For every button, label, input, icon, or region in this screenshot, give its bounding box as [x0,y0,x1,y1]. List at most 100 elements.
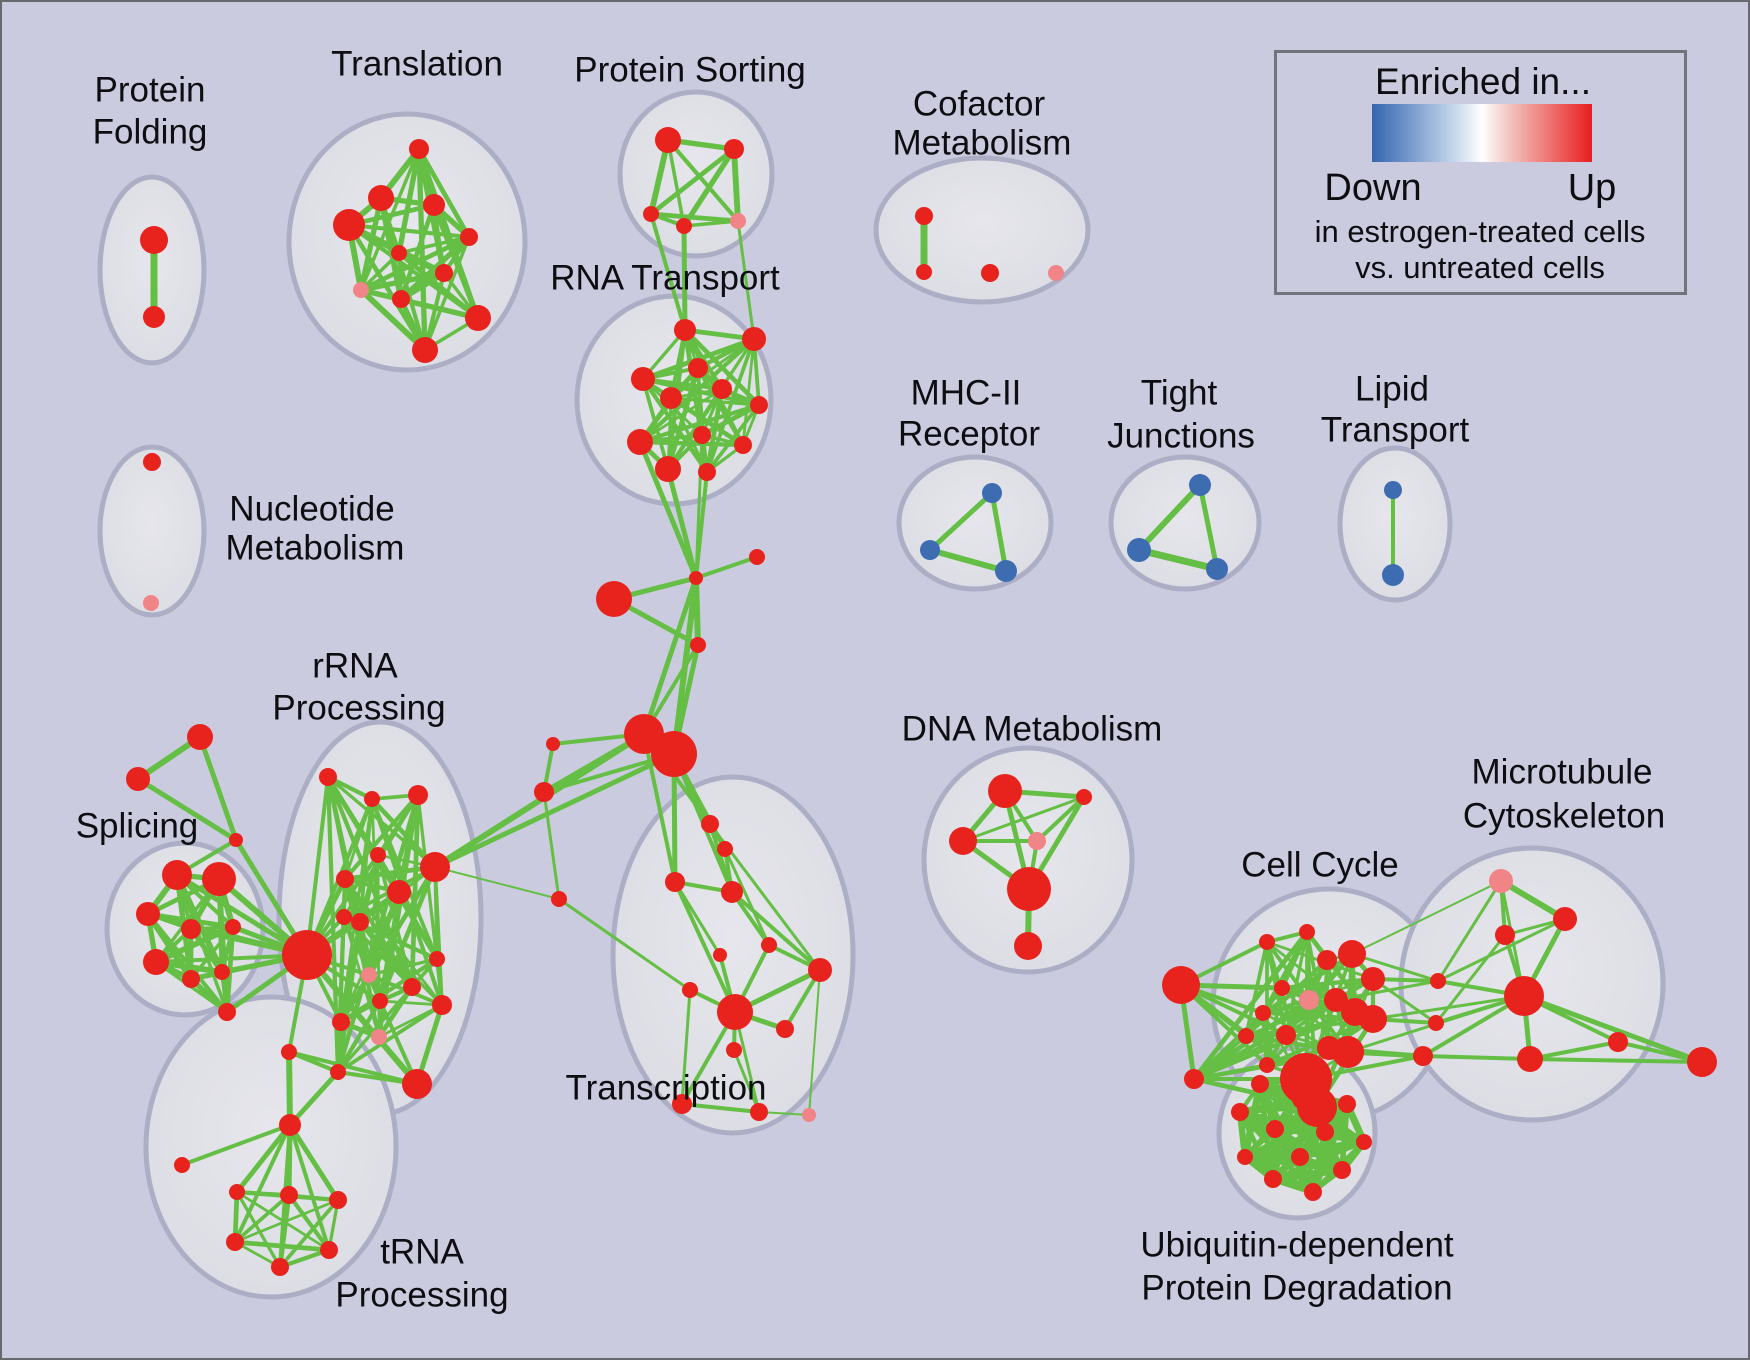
edge [640,376,710,475]
edge [637,402,762,445]
edge [197,734,239,843]
gene-set-node-up [140,226,168,254]
gene-set-node-up [717,841,733,857]
gene-set-node-up [368,185,394,211]
gene-set-node-up [701,815,719,833]
edge [431,202,481,321]
edge [416,146,472,240]
edge [235,1190,282,1269]
gene-set-node-up [1291,1148,1309,1166]
gene-set-node-up [1237,1149,1253,1165]
edge [989,490,1009,574]
edge [1261,998,1338,1015]
gene-set-node-up [330,1064,346,1080]
gene-set-node-up [351,913,369,931]
cluster-label-tight-junctions: Junctions [1107,417,1255,456]
edge [557,897,692,992]
edge [705,337,756,474]
cluster-label-rrna-processing: Processing [272,689,445,728]
gene-set-node-up [271,1258,289,1276]
cluster-label-mhc-ii-receptor: MHC-II [911,374,1022,413]
edge [730,890,822,972]
edge [681,146,737,229]
gene-set-node-up [690,637,706,653]
edge [1521,993,1705,1065]
edge [665,386,725,472]
gene-set-node-up-weak [1048,265,1064,281]
gene-set-node-up [546,737,560,751]
gene-set-node-up [655,456,681,482]
gene-set-node-up-weak [1299,990,1319,1010]
gene-set-node-up [1317,950,1337,970]
edge [1350,952,1440,983]
cluster-label-splicing: Splicing [76,807,199,846]
edge [694,555,759,580]
cluster-label-cofactor-metabolism: Metabolism [893,124,1072,163]
gene-set-node-up [665,872,685,892]
edge [397,890,439,961]
gene-set-node-up-weak [1489,869,1513,893]
gene-set-node-down [995,560,1017,582]
gene-set-node-up [698,463,716,481]
gene-set-node-up-weak [143,595,159,611]
gene-set-node-up [280,1186,298,1204]
edge [304,952,420,1087]
gene-set-node-up [409,139,429,159]
gene-set-node-up [143,453,161,471]
gene-set-node-up [676,218,692,234]
gene-set-node-up [282,930,332,980]
gene-set-node-up [1259,1057,1275,1073]
gene-set-node-up [1276,1025,1296,1045]
cluster-ellipse-tight-junctions [1108,454,1262,592]
gene-set-node-down [1206,558,1228,580]
edge [732,1048,761,1114]
gene-set-node-up [1361,967,1385,991]
edge [649,212,687,332]
gene-set-node-up [949,827,977,855]
edge [434,866,560,900]
edge [234,1122,293,1195]
gene-set-node-up [672,1094,692,1114]
edge [673,880,737,1014]
edge [1136,482,1203,553]
edge [233,1193,291,1244]
edge [1197,482,1220,572]
gene-set-node-up [1264,1170,1282,1188]
gene-set-node-up [988,774,1022,808]
gene-set-node-up [1413,1046,1433,1066]
gene-set-node-up [1359,1005,1387,1033]
gene-set-node-up [281,1044,297,1060]
edge [680,988,692,1106]
edge [1179,983,1269,1067]
edge [665,137,741,224]
edge [335,998,383,1075]
gene-set-node-up [214,964,230,980]
gene-set-node-up [1517,1046,1543,1072]
cluster-label-microtubule-cytoskeleton: Cytoskeleton [1463,797,1665,836]
edge [1269,1166,1346,1183]
legend-up-label: Up [1567,167,1617,209]
edge [731,146,741,224]
gene-set-node-up [1332,1036,1364,1068]
edge [135,776,239,843]
edge [287,1050,419,1086]
gene-set-node-down [982,483,1002,503]
edge [346,222,428,353]
gene-set-node-up [1274,980,1290,996]
gene-set-node-up [1266,1120,1284,1138]
gene-set-node-up [336,909,352,925]
gene-set-node-up [1687,1047,1717,1077]
gene-set-node-up [435,264,453,282]
gene-set-node-up [279,1114,301,1136]
gene-set-node-up [808,958,832,982]
gene-set-node-up [465,305,491,331]
cluster-label-transcription: Transcription [566,1069,767,1108]
gene-set-node-up [682,982,698,998]
gene-set-node-up [724,139,744,159]
gene-set-node-up [387,880,411,904]
gene-set-node-up [761,937,777,953]
gene-set-node-up [693,426,711,444]
edge [723,847,771,947]
gene-set-node-up [412,337,438,363]
